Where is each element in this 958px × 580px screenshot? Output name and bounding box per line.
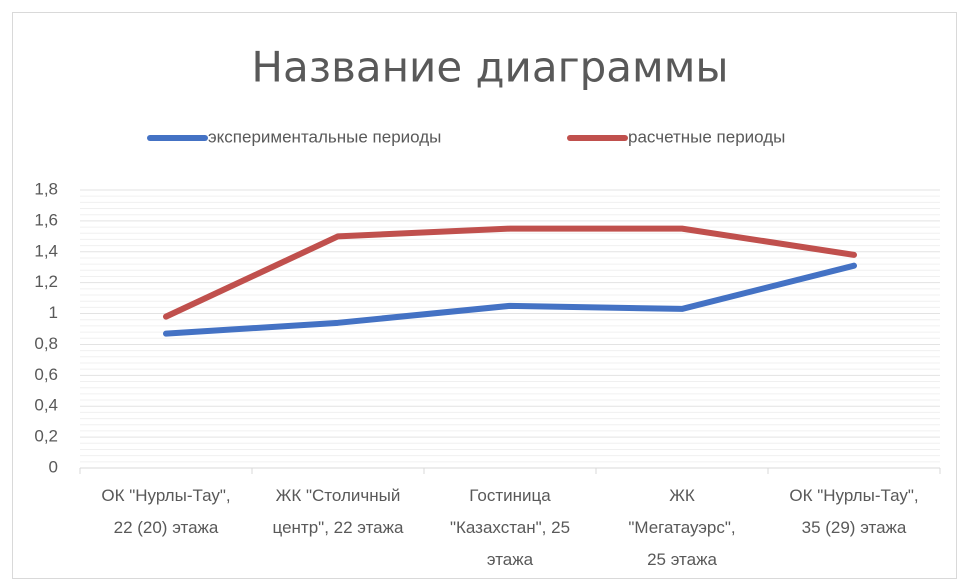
- y-tick-label: 1,2: [34, 272, 58, 291]
- y-tick-label: 0: [49, 457, 58, 476]
- legend-label: расчетные периоды: [628, 127, 785, 146]
- y-tick-label: 0,8: [34, 334, 58, 353]
- x-tick-label: ОК "Нурлы-Тау", 22 (20) этажа: [101, 486, 230, 537]
- series-line: [163, 225, 857, 320]
- legend-label: экспериментальные периоды: [208, 127, 441, 146]
- y-tick-label: 1: [49, 303, 58, 322]
- y-tick-label: 1,4: [34, 241, 58, 260]
- y-tick-label: 1,8: [34, 179, 58, 198]
- y-tick-label: 0,2: [34, 427, 58, 446]
- y-tick-label: 0,4: [34, 396, 58, 415]
- chart-title: Название диаграммы: [251, 43, 728, 92]
- y-tick-label: 0,6: [34, 365, 58, 384]
- series-line: [163, 262, 857, 337]
- x-tick-label: ЖК "Столичный центр", 22 этажа: [273, 486, 404, 537]
- x-tick-label: ЖК "Мегатауэрс", 25 этажа: [628, 486, 735, 569]
- x-tick-label: ОК "Нурлы-Тау", 35 (29) этажа: [789, 486, 918, 537]
- x-tick-label: Гостиница "Казахстан", 25 этажа: [450, 486, 570, 569]
- y-tick-label: 1,6: [34, 210, 58, 229]
